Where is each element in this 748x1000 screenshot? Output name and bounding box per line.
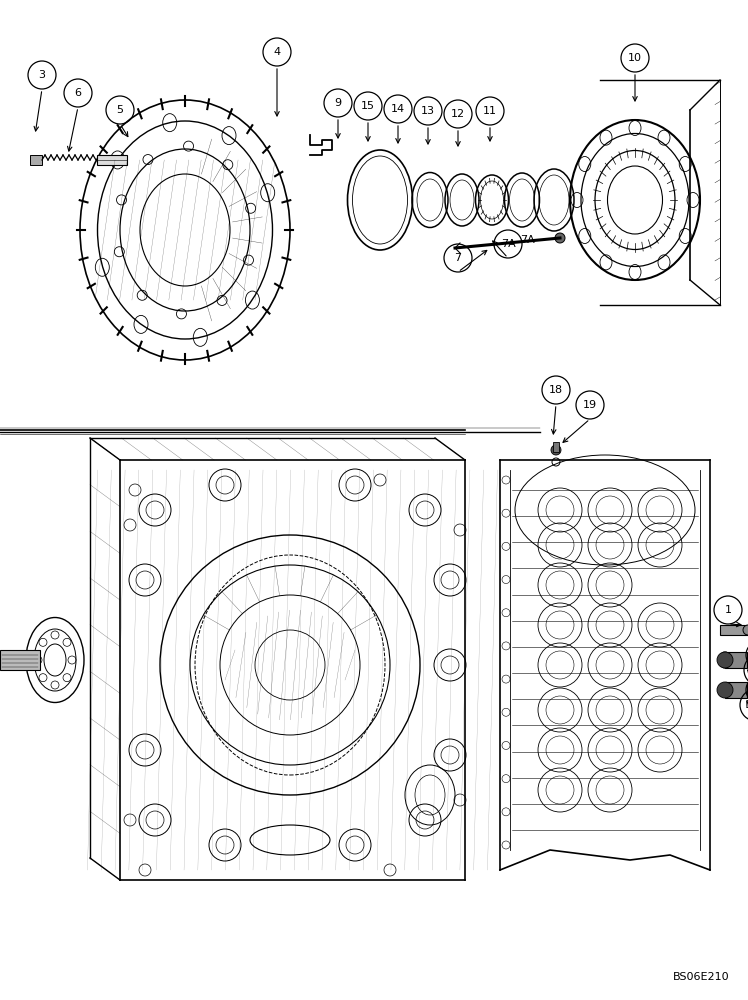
Text: 15: 15 bbox=[361, 101, 375, 111]
Text: 12: 12 bbox=[451, 109, 465, 119]
Text: 18: 18 bbox=[549, 385, 563, 395]
Bar bbox=[97, 155, 127, 165]
Text: 1: 1 bbox=[725, 605, 732, 615]
Bar bbox=[725, 682, 747, 698]
Text: 6: 6 bbox=[75, 88, 82, 98]
Text: 7A: 7A bbox=[500, 239, 515, 249]
Text: 10: 10 bbox=[628, 53, 642, 63]
Circle shape bbox=[717, 652, 733, 668]
Text: 14: 14 bbox=[391, 104, 405, 114]
Bar bbox=[725, 652, 747, 668]
Bar bbox=[553, 442, 559, 452]
Circle shape bbox=[717, 682, 733, 698]
Text: 16A: 16A bbox=[745, 700, 748, 710]
Text: 7: 7 bbox=[455, 253, 462, 263]
Bar bbox=[0, 650, 40, 670]
Text: 11: 11 bbox=[483, 106, 497, 116]
Ellipse shape bbox=[719, 652, 731, 668]
Text: 13: 13 bbox=[421, 106, 435, 116]
Text: 4: 4 bbox=[274, 47, 280, 57]
Text: BS06E210: BS06E210 bbox=[673, 972, 730, 982]
Text: 19: 19 bbox=[583, 400, 597, 410]
Text: 3: 3 bbox=[38, 70, 46, 80]
Text: 7A: 7A bbox=[520, 235, 535, 245]
Bar bbox=[30, 155, 42, 165]
Text: 5: 5 bbox=[117, 105, 123, 115]
Circle shape bbox=[555, 233, 565, 243]
Circle shape bbox=[551, 445, 561, 455]
Text: 9: 9 bbox=[334, 98, 342, 108]
Ellipse shape bbox=[743, 625, 748, 635]
Bar bbox=[720, 625, 748, 635]
